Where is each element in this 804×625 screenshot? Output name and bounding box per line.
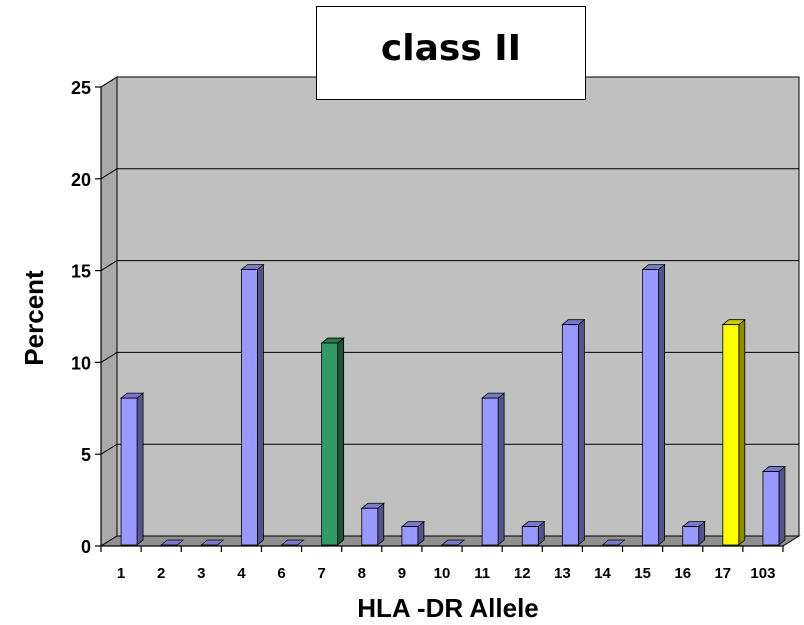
bar-top xyxy=(440,539,466,546)
x-axis-label: HLA -DR Allele xyxy=(357,593,539,623)
bar-16 xyxy=(681,520,706,546)
x-tick-label: 6 xyxy=(277,565,285,582)
back-wall xyxy=(116,76,800,537)
x-tick-label: 8 xyxy=(358,565,366,582)
bar-top xyxy=(200,539,225,546)
bar-front xyxy=(401,526,419,546)
x-tick-label: 14 xyxy=(594,565,611,582)
bar-11 xyxy=(481,392,506,546)
bar-side xyxy=(658,263,665,546)
bar-front xyxy=(361,507,379,546)
x-tick-label: 13 xyxy=(554,565,571,582)
bar-top xyxy=(601,539,626,546)
x-tick-label: 7 xyxy=(317,565,325,582)
y-tick-label: 0 xyxy=(81,537,91,557)
y-tick-label: 10 xyxy=(71,353,91,373)
x-axis: 1 2 3 4 6 7 8 9 10 11 12 13 14 15 16 17 103 xyxy=(100,545,784,582)
bar-103 xyxy=(761,465,787,546)
bar-top xyxy=(160,539,185,546)
bar-top xyxy=(280,539,305,546)
bar-front xyxy=(682,526,700,546)
bar-front xyxy=(120,397,138,546)
y-axis-label: Percent xyxy=(19,270,49,366)
gridline xyxy=(100,260,799,272)
y-axis: 0 5 10 15 20 25 xyxy=(71,78,102,557)
x-tick-label: 3 xyxy=(197,565,205,582)
bar-15 xyxy=(641,263,666,546)
gridline xyxy=(100,168,799,180)
y-tick-label: 25 xyxy=(71,78,91,98)
bar-front xyxy=(321,342,339,546)
bar-front xyxy=(722,324,740,546)
x-tick-label: 103 xyxy=(750,565,775,582)
chart-title-box: class II xyxy=(316,6,586,100)
x-tick-label: 12 xyxy=(514,565,531,582)
bar-1 xyxy=(119,392,145,546)
x-tick-label: 17 xyxy=(714,565,731,582)
grid-lines xyxy=(100,76,799,455)
bar-side xyxy=(738,318,746,546)
bar-front xyxy=(762,471,780,546)
bar-4 xyxy=(240,263,265,546)
y-tick-label: 5 xyxy=(81,445,91,465)
x-tick-label: 4 xyxy=(237,565,246,582)
x-tick-label: 11 xyxy=(474,565,490,582)
bar-14 xyxy=(601,539,626,546)
x-tick-label: 2 xyxy=(157,565,165,582)
chart-title: class II xyxy=(380,27,522,69)
bar-side xyxy=(337,337,345,546)
bar-6 xyxy=(280,539,305,546)
bar-10 xyxy=(440,539,466,546)
y-tick-label: 20 xyxy=(71,170,91,190)
bar-side xyxy=(577,318,585,546)
bars xyxy=(119,263,787,546)
bar-12 xyxy=(521,520,546,546)
x-tick-label: 10 xyxy=(434,565,451,582)
bar-9 xyxy=(400,520,425,546)
bar-side xyxy=(778,465,786,546)
bar-front xyxy=(481,397,499,546)
side-wall xyxy=(100,76,118,547)
bar-17 xyxy=(721,318,746,546)
bar-side xyxy=(497,392,505,546)
x-tick-label: 16 xyxy=(674,565,691,582)
bar-front xyxy=(241,269,258,546)
bar-front xyxy=(561,324,579,546)
bar-8 xyxy=(360,502,385,546)
y-tick-label: 15 xyxy=(71,262,91,282)
chart-plot-area xyxy=(99,76,801,547)
bar-front xyxy=(521,526,539,546)
bar-13 xyxy=(561,318,586,546)
x-tick-label: 15 xyxy=(634,565,651,582)
x-tick-label: 1 xyxy=(117,565,125,582)
bar-2 xyxy=(160,539,185,546)
x-tick-label: 9 xyxy=(398,565,406,582)
bar-side xyxy=(257,263,264,546)
bar-side xyxy=(136,392,144,546)
bar-side xyxy=(377,502,385,546)
bar-7 xyxy=(320,337,345,546)
bar-3 xyxy=(200,539,225,546)
bar-front xyxy=(642,269,659,546)
